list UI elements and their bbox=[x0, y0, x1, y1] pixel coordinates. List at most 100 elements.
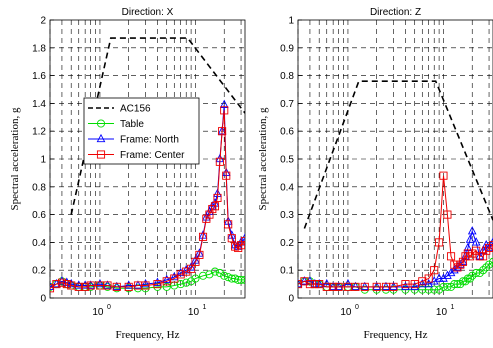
chart-title: Direction: X bbox=[122, 7, 174, 18]
data-point bbox=[50, 284, 55, 293]
x-tick-exponent: 0 bbox=[355, 304, 359, 311]
data-point bbox=[52, 280, 61, 289]
series-line bbox=[303, 80, 493, 229]
data-point bbox=[466, 274, 475, 283]
data-point bbox=[463, 274, 472, 283]
data-point bbox=[86, 281, 95, 290]
data-point bbox=[176, 270, 185, 279]
data-point bbox=[410, 281, 420, 291]
data-point bbox=[220, 271, 229, 280]
data-point bbox=[95, 278, 105, 288]
data-point bbox=[305, 280, 314, 289]
y-tick-label: 0.8 bbox=[32, 182, 46, 193]
data-point bbox=[74, 282, 83, 291]
data-point bbox=[169, 271, 179, 281]
data-point bbox=[450, 260, 459, 269]
data-point bbox=[57, 278, 66, 287]
x-tick-exponent: 0 bbox=[107, 304, 111, 311]
y-tick-label: 1.8 bbox=[32, 43, 46, 54]
data-point bbox=[381, 281, 391, 291]
x-tick-exponent: 1 bbox=[202, 304, 206, 311]
data-point bbox=[50, 281, 55, 291]
data-point bbox=[401, 281, 410, 291]
data-point bbox=[198, 271, 208, 280]
data-point bbox=[227, 234, 236, 243]
plot-area bbox=[50, 37, 245, 293]
data-point bbox=[461, 251, 470, 260]
data-point bbox=[360, 281, 370, 291]
data-point bbox=[231, 242, 240, 251]
data-point bbox=[240, 236, 245, 246]
data-point bbox=[314, 278, 324, 288]
data-point bbox=[191, 274, 200, 283]
y-tick-label: 0.7 bbox=[280, 99, 294, 110]
data-point bbox=[424, 285, 433, 294]
data-point bbox=[187, 277, 196, 286]
data-point bbox=[103, 281, 112, 290]
data-point bbox=[446, 267, 456, 277]
y-axis-label: Spectral acceleration, g bbox=[9, 107, 21, 210]
data-point bbox=[182, 267, 191, 276]
data-point bbox=[96, 133, 106, 143]
data-point bbox=[300, 277, 309, 286]
y-tick-label: 1.6 bbox=[32, 71, 46, 82]
data-point bbox=[103, 280, 112, 289]
data-point bbox=[224, 220, 233, 229]
data-point bbox=[443, 282, 452, 291]
data-point bbox=[450, 280, 459, 289]
data-point bbox=[467, 226, 477, 235]
chart-title: Direction: Z bbox=[370, 7, 421, 18]
data-point bbox=[329, 282, 338, 291]
data-point bbox=[471, 237, 481, 246]
data-point bbox=[298, 280, 303, 289]
data-point bbox=[443, 210, 452, 219]
data-point bbox=[141, 281, 150, 290]
y-tick-label: 0.9 bbox=[280, 43, 294, 54]
data-point bbox=[472, 268, 481, 278]
data-point bbox=[219, 99, 229, 108]
data-point bbox=[360, 282, 369, 291]
y-tick-label: 0 bbox=[288, 294, 294, 305]
y-tick-label: 0 bbox=[40, 294, 46, 305]
data-point bbox=[236, 275, 245, 284]
data-point bbox=[162, 282, 171, 291]
legend-entry: AC156 bbox=[88, 104, 151, 115]
data-point bbox=[482, 263, 491, 272]
legend-label: Table bbox=[120, 119, 144, 130]
legend: AC156 Table Frame: North Frame: Center bbox=[83, 97, 200, 165]
x-tick-label: 10 bbox=[436, 307, 448, 318]
data-point bbox=[435, 285, 444, 294]
legend-label: AC156 bbox=[120, 104, 151, 115]
data-point bbox=[81, 282, 90, 291]
data-point bbox=[195, 248, 204, 257]
data-point bbox=[74, 280, 84, 289]
legend-entry: Frame: Center bbox=[88, 150, 185, 161]
x-tick-exponent: 1 bbox=[450, 304, 454, 311]
x-tick-label: 10 bbox=[340, 307, 352, 318]
data-point bbox=[227, 274, 236, 283]
y-tick-label: 0.1 bbox=[280, 266, 294, 277]
data-point bbox=[430, 285, 439, 294]
y-tick-label: 0.3 bbox=[280, 210, 294, 221]
data-point bbox=[389, 282, 398, 291]
data-point bbox=[66, 278, 76, 288]
data-point bbox=[96, 150, 106, 159]
legend-label: Frame: North bbox=[120, 135, 179, 146]
data-point bbox=[434, 273, 444, 282]
y-tick-label: 1 bbox=[40, 155, 46, 166]
legend-entry: Frame: North bbox=[88, 133, 179, 146]
data-point bbox=[463, 242, 473, 252]
data-point bbox=[322, 282, 331, 291]
y-axis-label: Spectral acceleration, g bbox=[257, 107, 269, 210]
data-point bbox=[450, 265, 459, 274]
data-point bbox=[334, 282, 343, 291]
data-point bbox=[222, 171, 231, 180]
data-point bbox=[461, 252, 470, 261]
data-point bbox=[124, 280, 134, 289]
y-tick-label: 0.4 bbox=[280, 182, 294, 193]
data-point bbox=[463, 249, 472, 258]
data-point bbox=[439, 171, 448, 180]
y-tick-label: 0.2 bbox=[280, 238, 294, 249]
